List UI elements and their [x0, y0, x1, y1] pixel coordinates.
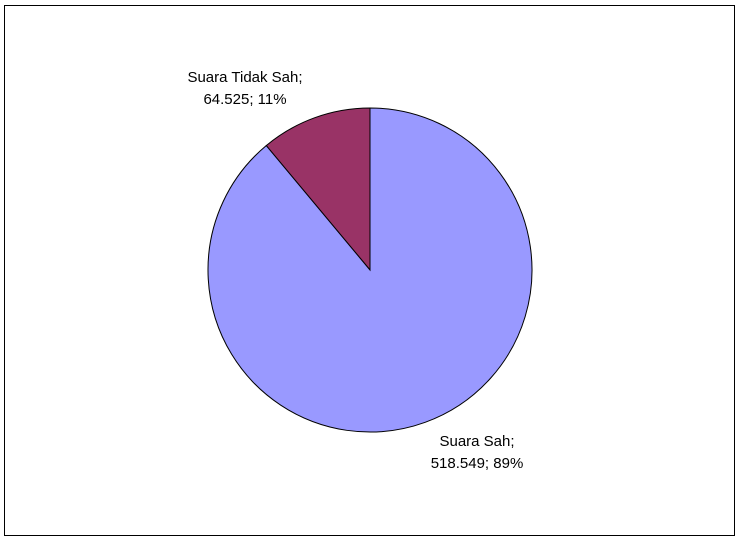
pie-slice-suara-tidak-sah	[265, 107, 371, 272]
label-suara-tidak-sah-value: 64.525; 11%	[203, 91, 286, 108]
chart-area	[4, 5, 735, 536]
label-suara-sah-value: 518.549; 89%	[431, 455, 524, 472]
label-suara-sah-name: Suara Sah;	[439, 433, 514, 450]
pie-slice-suara-sah	[207, 107, 533, 433]
label-suara-tidak-sah-name: Suara Tidak Sah;	[187, 69, 302, 86]
